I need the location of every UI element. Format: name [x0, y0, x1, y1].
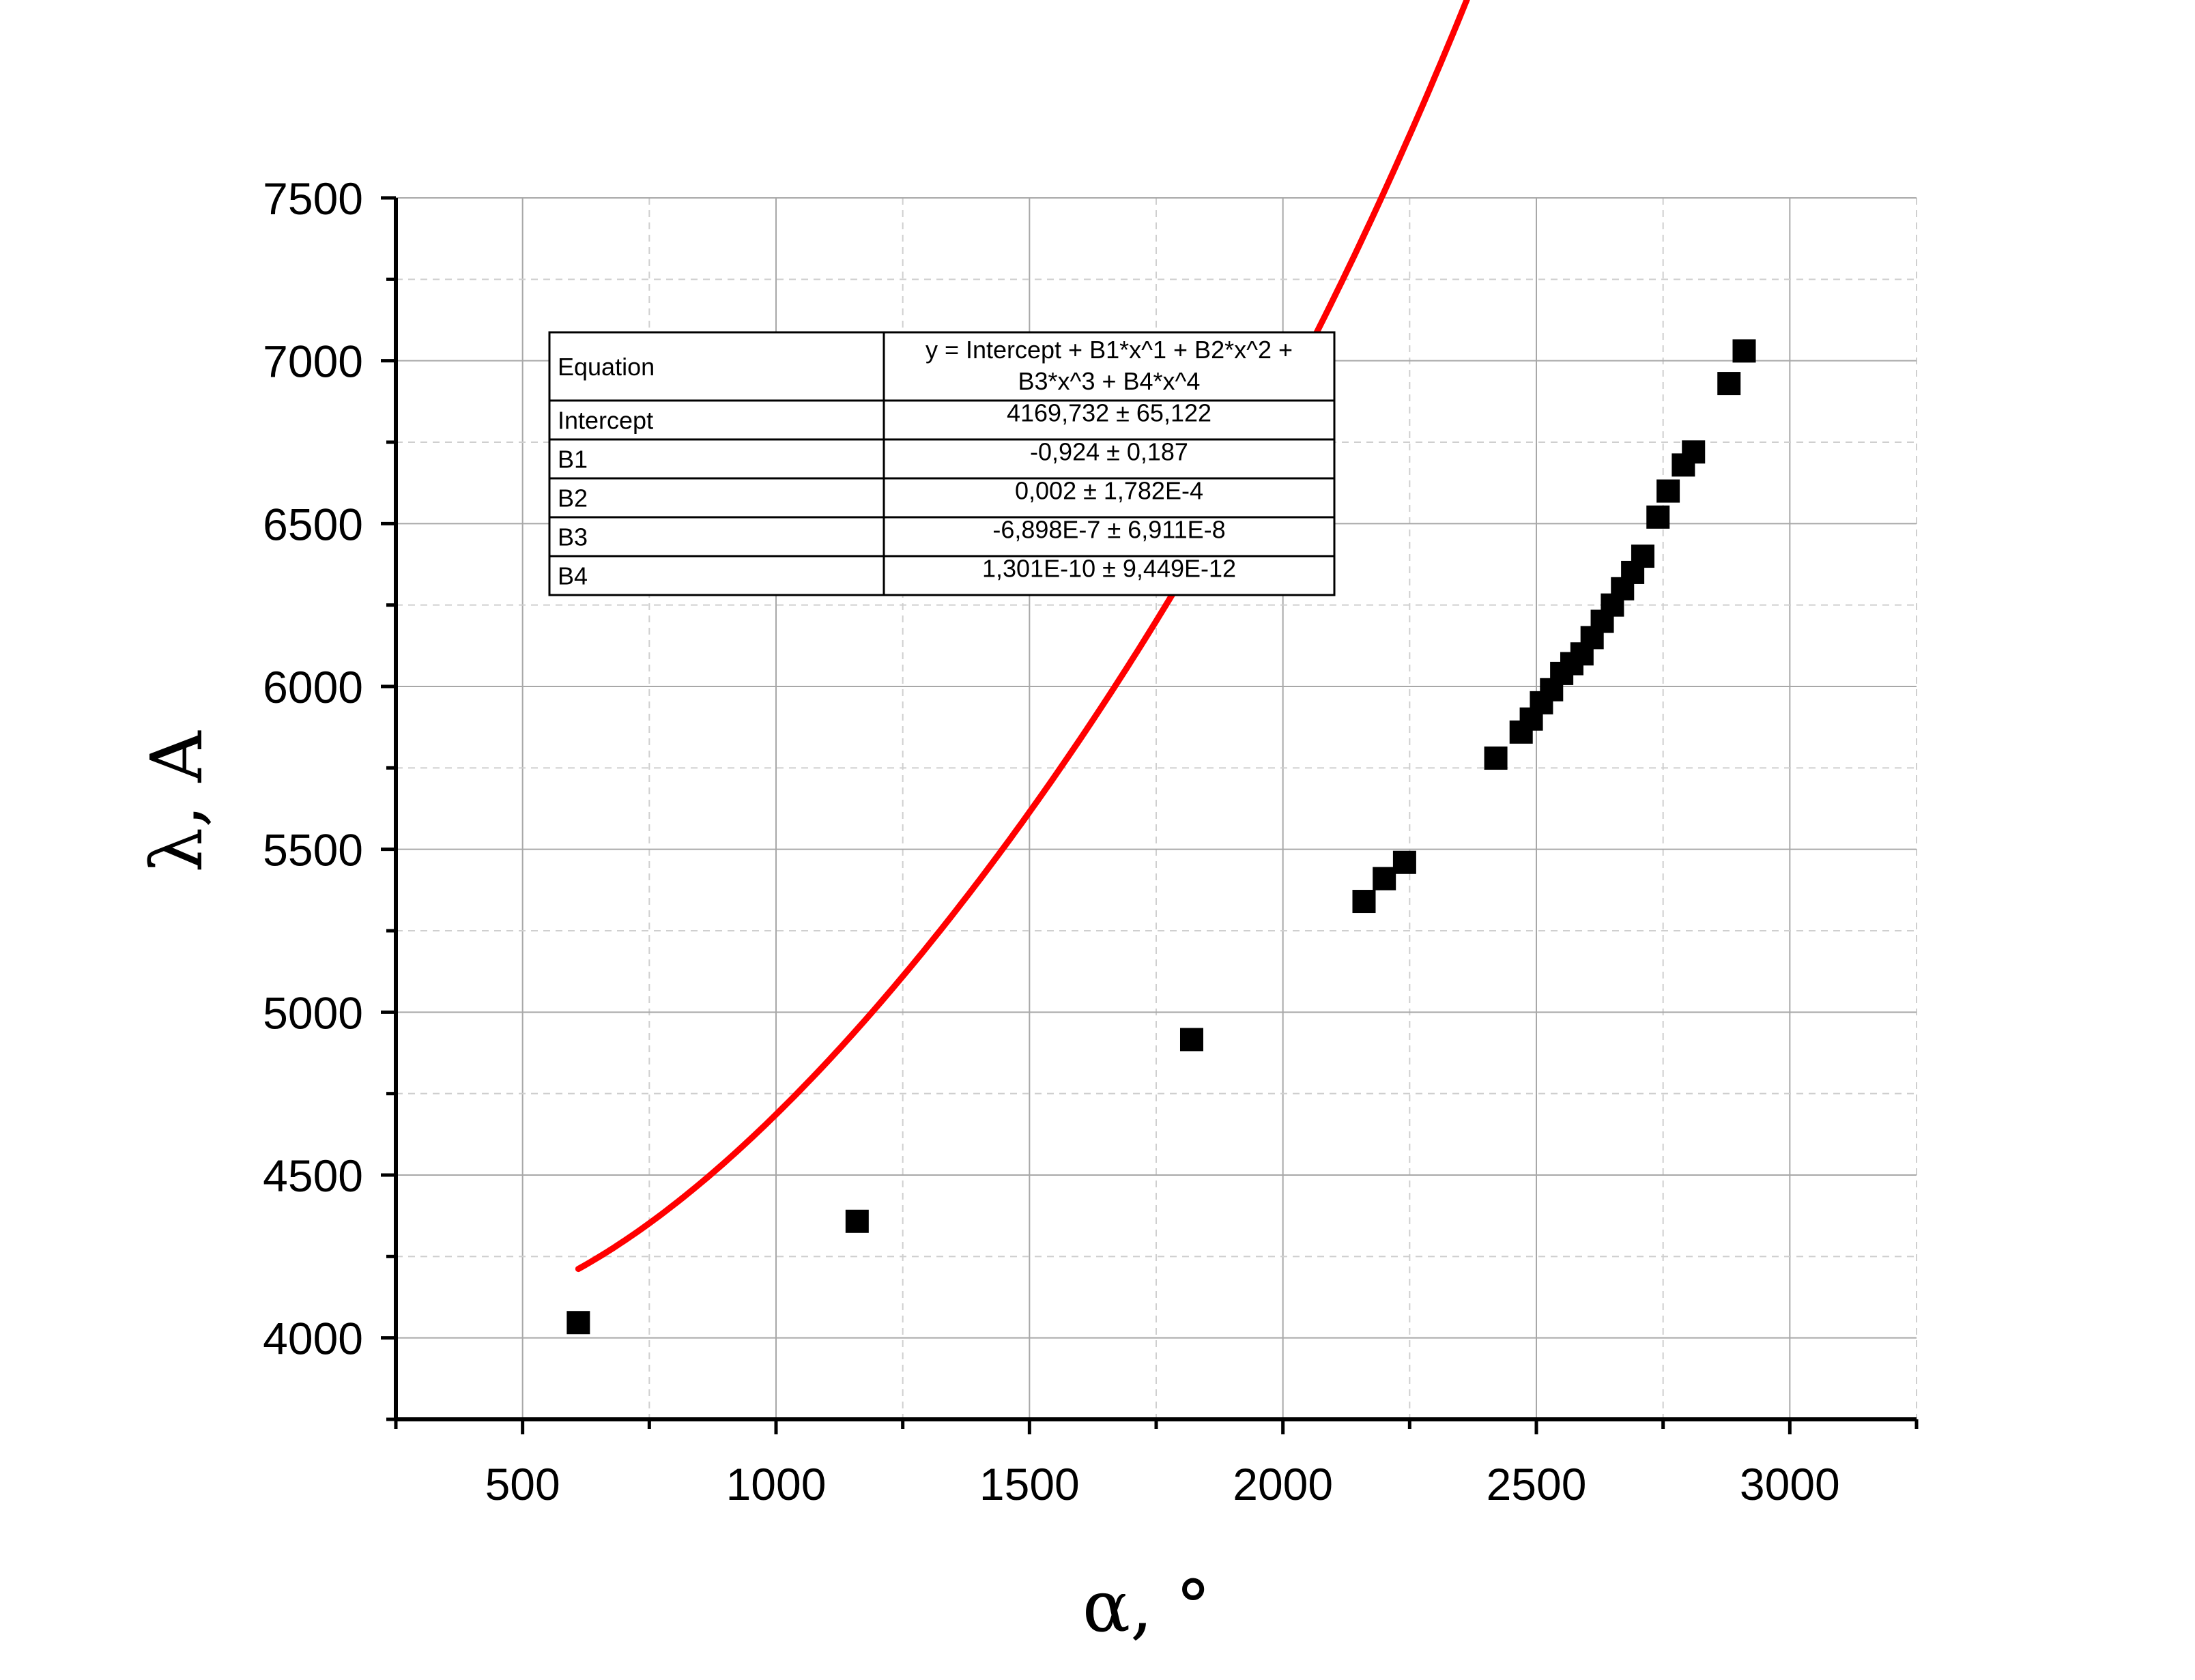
y-axis-title: λ, A	[135, 730, 218, 873]
data-point	[1179, 1028, 1203, 1052]
data-point	[566, 1311, 590, 1335]
fit-parameters-table: Equation y = Intercept + B1*x^1 + B2*x^2 …	[548, 331, 1336, 596]
fit-curve	[575, 0, 1470, 1273]
y-tick-label: 7500	[263, 173, 363, 224]
x-tick-label: 2000	[1233, 1459, 1333, 1509]
x-tick-label: 1000	[726, 1459, 827, 1509]
table-param-name: B3	[558, 523, 588, 551]
table-equation-line: y = Intercept + B1*x^1 + B2*x^2 +	[926, 336, 1293, 364]
y-tick-label: 5000	[263, 987, 363, 1038]
fit-curve-layer	[575, 0, 1470, 1273]
x-tick-label: 2500	[1487, 1459, 1587, 1509]
data-point	[845, 1209, 869, 1233]
table-param-value: 1,301E-10 ± 9,449E-12	[982, 555, 1236, 583]
x-axis-title: α, °	[1082, 1565, 1211, 1648]
table-param-name: B2	[558, 484, 588, 512]
data-point	[1717, 372, 1741, 396]
x-tick-label: 3000	[1740, 1459, 1840, 1509]
table-param-value: -0,924 ± 0,187	[1030, 438, 1188, 466]
data-point	[1656, 479, 1680, 503]
data-point	[1631, 545, 1654, 568]
x-tick-label: 500	[485, 1459, 560, 1509]
table-param-value: -6,898E-7 ± 6,911E-8	[992, 516, 1225, 544]
x-tick-label: 1500	[979, 1459, 1080, 1509]
table-param-name: Intercept	[558, 407, 653, 435]
y-tick-label: 7000	[263, 336, 363, 387]
y-tick-label: 6000	[263, 662, 363, 712]
data-point	[1352, 890, 1376, 914]
table-equation-line: B3*x^3 + B4*x^4	[1018, 367, 1201, 395]
data-point	[1373, 867, 1396, 890]
table-param-name: Equation	[558, 353, 655, 381]
axes-layer: 500 1000 1500 2000 2500 3000 4000 4500 5000 5500 6…	[263, 173, 1919, 1509]
table-param-value: 4169,732 ± 65,122	[1007, 399, 1211, 427]
table-param-value: 0,002 ± 1,782E-4	[1015, 477, 1203, 505]
table-param-name: B1	[558, 446, 588, 474]
data-point	[1646, 505, 1670, 529]
table-border	[548, 331, 1336, 596]
table-param-name: B4	[558, 562, 588, 590]
y-tick-label: 4000	[263, 1314, 363, 1364]
data-point	[1732, 339, 1756, 363]
y-tick-label: 5500	[263, 825, 363, 875]
data-point	[1484, 747, 1508, 770]
y-tick-label: 6500	[263, 499, 363, 549]
data-points-layer	[566, 339, 1756, 1335]
y-tick-label: 4500	[263, 1150, 363, 1201]
data-point	[1392, 850, 1416, 874]
data-point	[1682, 440, 1706, 464]
